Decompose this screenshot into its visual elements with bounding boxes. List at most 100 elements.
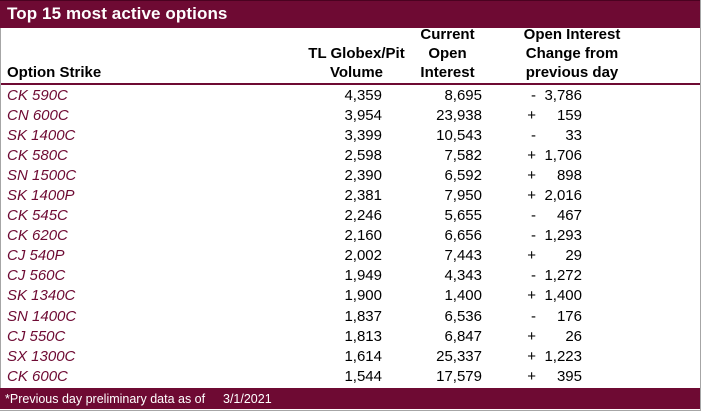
- open-interest-cell: 7,582: [444, 146, 482, 164]
- volume-cell: 2,160: [344, 227, 382, 245]
- oi-change-cell: +1,706: [482, 147, 582, 164]
- oi-change-cell: +1,223: [482, 348, 582, 365]
- volume-cell: 1,614: [344, 347, 382, 365]
- oi-change-cell: - 33: [482, 127, 582, 144]
- change-sign: +: [527, 287, 536, 305]
- volume-cell: 2,246: [344, 207, 382, 225]
- table-row: SN 1400C 1,837 6,536 - 176: [1, 306, 700, 326]
- open-interest-cell: 6,536: [444, 307, 482, 325]
- change-sign: +: [527, 247, 536, 265]
- option-strike-cell: SN 1500C: [7, 166, 77, 184]
- change-sign: -: [531, 267, 536, 285]
- volume-cell: 4,359: [344, 86, 382, 104]
- change-value: 395: [556, 367, 582, 385]
- page-title: Top 15 most active options: [7, 4, 228, 23]
- change-value: 159: [556, 106, 582, 124]
- oi-change-cell: - 467: [482, 207, 582, 224]
- change-sign: +: [527, 367, 536, 385]
- footer-bar: *Previous day preliminary data as of 3/1…: [0, 388, 700, 409]
- table-row: CJ 540P 2,002 7,443 +29: [1, 246, 700, 266]
- change-sign: -: [531, 207, 536, 225]
- table-row: CK 545C 2,246 5,655 - 467: [1, 206, 700, 226]
- change-value: 1,400: [544, 287, 582, 305]
- open-interest-cell: 1,400: [444, 287, 482, 305]
- volume-cell: 1,837: [344, 307, 382, 325]
- change-value: 1,293: [544, 227, 582, 245]
- frame-border-bottom: [0, 410, 701, 411]
- change-value: 1,223: [544, 347, 582, 365]
- open-interest-cell: 10,543: [436, 126, 482, 144]
- oi-change-cell: +395: [482, 368, 582, 385]
- open-interest-cell: 6,847: [444, 327, 482, 345]
- oi-change-cell: -1,293: [482, 227, 582, 244]
- change-sign: +: [527, 146, 536, 164]
- oi-change-cell: - 176: [482, 308, 582, 325]
- open-interest-cell: 4,343: [444, 267, 482, 285]
- change-value: 26: [565, 327, 582, 345]
- change-value: 1,272: [544, 267, 582, 285]
- option-strike-cell: CK 600C: [7, 367, 68, 385]
- volume-cell: 2,381: [344, 187, 382, 205]
- table-row: SX 1300C 1,614 25,337 +1,223: [1, 346, 700, 366]
- table-row: SK 1340C 1,900 1,400 +1,400: [1, 286, 700, 306]
- oi-change-cell: +2,016: [482, 187, 582, 204]
- table-row: CK 580C 2,598 7,582 +1,706: [1, 145, 700, 165]
- open-interest-cell: 7,443: [444, 247, 482, 265]
- table-row: SK 1400C 3,399 10,543 - 33: [1, 125, 700, 145]
- volume-cell: 1,949: [344, 267, 382, 285]
- change-sign: -: [531, 126, 536, 144]
- oi-change-cell: -3,786: [482, 87, 582, 104]
- column-header-oi-change: Open Interest Change from previous day: [523, 26, 621, 81]
- table-row: CJ 550C 1,813 6,847 +26: [1, 326, 700, 346]
- option-strike-cell: SN 1400C: [7, 307, 77, 325]
- volume-cell: 2,390: [344, 166, 382, 184]
- change-sign: +: [527, 166, 536, 184]
- oi-change-cell: +29: [482, 247, 582, 264]
- change-value: 2,016: [544, 187, 582, 205]
- change-sign: -: [531, 227, 536, 245]
- option-strike-cell: SK 1400P: [7, 187, 75, 205]
- option-strike-cell: CN 600C: [7, 106, 69, 124]
- open-interest-cell: 6,656: [444, 227, 482, 245]
- change-sign: -: [531, 86, 536, 104]
- change-value: 467: [556, 207, 582, 225]
- column-header-option-strike: Option Strike: [7, 64, 102, 81]
- change-value: 1,706: [544, 146, 582, 164]
- change-value: 33: [565, 126, 582, 144]
- open-interest-cell: 5,655: [444, 207, 482, 225]
- oi-change-cell: +1,400: [482, 287, 582, 304]
- oi-change-cell: +159: [482, 107, 582, 124]
- oi-change-cell: +898: [482, 167, 582, 184]
- open-interest-cell: 25,337: [436, 347, 482, 365]
- volume-cell: 2,002: [344, 247, 382, 265]
- change-value: 29: [565, 247, 582, 265]
- change-sign: -: [531, 307, 536, 325]
- change-value: 3,786: [544, 86, 582, 104]
- option-strike-cell: CK 580C: [7, 146, 68, 164]
- option-strike-cell: CJ 550C: [7, 327, 66, 345]
- open-interest-cell: 7,950: [444, 187, 482, 205]
- open-interest-cell: 8,695: [444, 86, 482, 104]
- change-value: 176: [556, 307, 582, 325]
- table-row: CJ 560C 1,949 4,343 -1,272: [1, 266, 700, 286]
- footer-date: 3/1/2021: [223, 391, 272, 406]
- title-bar: Top 15 most active options: [0, 0, 700, 28]
- volume-cell: 3,954: [344, 106, 382, 124]
- option-strike-cell: CK 590C: [7, 86, 68, 104]
- table-body: CK 590C 4,359 8,695 -3,786 CN 600C 3,954…: [1, 85, 700, 386]
- change-value: 898: [556, 166, 582, 184]
- volume-cell: 3,399: [344, 126, 382, 144]
- table-header: Option Strike TL Globex/Pit Volume Curre…: [1, 26, 700, 85]
- change-sign: +: [527, 106, 536, 124]
- change-sign: +: [527, 327, 536, 345]
- table-row: SK 1400P 2,381 7,950 +2,016: [1, 185, 700, 205]
- volume-cell: 2,598: [344, 146, 382, 164]
- table-row: CN 600C 3,954 23,938 +159: [1, 105, 700, 125]
- table-row: CK 590C 4,359 8,695 -3,786: [1, 85, 700, 105]
- option-strike-cell: SK 1340C: [7, 287, 76, 305]
- table-row: CK 620C 2,160 6,656 -1,293: [1, 226, 700, 246]
- option-strike-cell: CJ 560C: [7, 267, 66, 285]
- oi-change-cell: +26: [482, 328, 582, 345]
- open-interest-cell: 23,938: [436, 106, 482, 124]
